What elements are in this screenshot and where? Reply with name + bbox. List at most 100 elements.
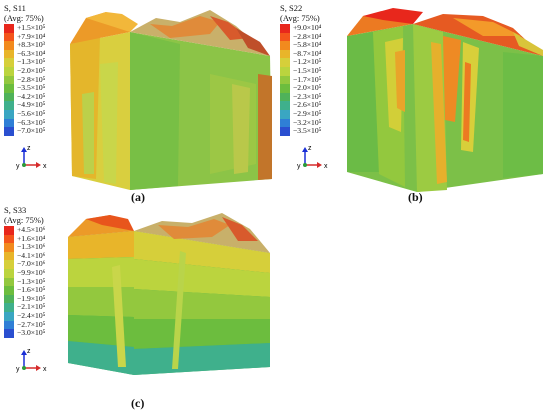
legend-value: −2.6×10⁵: [293, 100, 322, 110]
legend-variable: S, S33: [4, 205, 27, 215]
legend-value: −5.8×10⁴: [293, 40, 322, 50]
legend-row: −2.0×10⁵: [280, 84, 321, 93]
legend-value: −2.9×10⁵: [293, 108, 322, 118]
legend-swatch: [4, 303, 14, 312]
legend-value: −1.3×10⁶: [17, 242, 46, 252]
legend-value: +4.5×10⁶: [17, 225, 46, 234]
axis-label-z: z: [308, 145, 312, 152]
legend-value: −3.2×10⁵: [293, 117, 322, 127]
legend-value: −1.3×10⁵: [17, 276, 46, 286]
legend-rows: +4.5×10⁶ +1.6×10⁴ −1.3×10⁶ −4.1×10⁶ −7.0…: [4, 225, 46, 338]
legend-swatch: [280, 84, 290, 93]
legend-row: −1.3×10⁵: [4, 276, 46, 287]
legend-row: −2.9×10⁵: [280, 108, 322, 119]
legend-swatch: [280, 32, 290, 42]
axis-label-x: x: [43, 163, 47, 170]
axis-triad: z x y: [8, 346, 48, 376]
legend-row: +8.3×10³: [4, 41, 45, 50]
legend-value: −2.4×10⁵: [17, 310, 46, 320]
legend-swatch: [4, 329, 14, 338]
legend-swatch: [4, 251, 14, 261]
legend-swatch: [4, 243, 14, 252]
legend-row: −1.7×10⁵: [280, 74, 322, 85]
legend-swatch: [4, 58, 14, 67]
legend-row: +4.5×10⁶: [4, 225, 46, 235]
legend-value: +1.6×10⁴: [17, 233, 46, 243]
legend-value: −4.2×10⁵: [17, 91, 46, 101]
legend-row: −1.6×10⁵: [4, 286, 45, 295]
legend-value: −7.0×10⁵: [17, 126, 46, 136]
axis-label-x: x: [324, 163, 328, 170]
legend-value: −4.1×10⁶: [17, 250, 46, 260]
panel-a: S, S11 (Avg: 75%) +1.5×10⁵ +7.9×10⁴ +8.3…: [0, 0, 275, 205]
legend-value: +7.9×10⁴: [17, 31, 46, 41]
legend-swatch: [4, 286, 14, 295]
legend-value: −1.6×10⁵: [17, 285, 46, 295]
legend-value: −2.3×10⁵: [293, 91, 322, 101]
legend-value: +9.0×10⁴: [293, 23, 322, 32]
legend-averaging: (Avg: 75%): [280, 13, 320, 23]
axis-label-z: z: [27, 348, 31, 355]
legend-row: −1.5×10⁵: [280, 65, 322, 76]
legend-swatch: [4, 226, 14, 235]
caption-b: (b): [408, 190, 423, 204]
axis-triad: z x y: [8, 143, 48, 173]
legend-value: −1.5×10⁵: [293, 65, 322, 75]
legend-value: −5.6×10⁵: [17, 108, 46, 118]
legend-value: −2.7×10⁵: [17, 319, 46, 329]
legend-value: −6.3×10⁴: [17, 48, 46, 58]
legend-row: −3.2×10⁵: [280, 117, 322, 128]
legend-value: −1.3×10⁵: [17, 57, 46, 67]
legend-swatch: [280, 109, 290, 119]
legend-row: −3.0×10⁵: [4, 329, 45, 338]
s11-stress-contour-model: [70, 10, 272, 190]
legend-value: −2.0×10⁵: [17, 65, 46, 75]
legend-value: −8.7×10⁴: [293, 48, 322, 58]
legend-value: −9.9×10⁶: [17, 267, 46, 277]
legend-averaging: (Avg: 75%): [4, 13, 44, 23]
legend-row: −7.0×10⁶: [4, 260, 45, 269]
legend-row: −4.2×10⁵: [4, 91, 46, 102]
legend-row: −2.0×10⁵: [4, 65, 46, 76]
panel-b: S, S22 (Avg: 75%) +9.0×10⁴ −2.8×10⁴ −5.8…: [275, 0, 550, 205]
legend-value: −1.7×10⁵: [293, 74, 322, 84]
legend-swatch: [280, 49, 290, 59]
legend-row: −2.7×10⁵: [4, 319, 46, 330]
axis-label-z: z: [27, 145, 31, 152]
legend-b: S, S22 (Avg: 75%) +9.0×10⁴ −2.8×10⁴ −5.8…: [280, 3, 321, 136]
legend-row: −1.3×10⁵: [4, 58, 45, 67]
legend-swatch: [280, 127, 290, 136]
legend-swatch: [280, 58, 290, 67]
legend-value: +8.3×10³: [17, 40, 45, 50]
legend-swatch: [4, 320, 14, 330]
legend-value: −2.8×10⁵: [17, 74, 46, 84]
legend-swatch: [280, 24, 290, 33]
legend-swatch: [4, 109, 14, 119]
legend-row: −8.7×10⁴: [280, 48, 322, 59]
legend-row: −1.9×10⁵: [4, 294, 45, 304]
legend-swatch: [4, 75, 14, 85]
legend-variable: S, S11: [4, 3, 26, 13]
panel-c: S, S33 (Avg: 75%) +4.5×10⁶ +1.6×10⁴ −1.3…: [0, 205, 275, 411]
legend-value: −2.8×10⁴: [293, 31, 322, 41]
legend-variable: S, S22: [280, 3, 303, 13]
legend-row: −6.3×10⁵: [4, 118, 45, 128]
legend-swatch: [4, 127, 14, 136]
legend-row: −3.5×10⁵: [280, 127, 321, 136]
legend-value: −2.1×10⁵: [17, 302, 46, 312]
legend-row: +9.0×10⁴: [280, 23, 322, 33]
legend-value: −3.5×10⁵: [293, 126, 322, 136]
legend-a: S, S11 (Avg: 75%) +1.5×10⁵ +7.9×10⁴ +8.3…: [4, 3, 45, 136]
legend-row: +1.5×10⁵: [4, 23, 45, 33]
legend-swatch: [4, 101, 14, 110]
axis-triad: z x y: [289, 143, 329, 173]
legend-row: −9.9×10⁶: [4, 267, 46, 278]
legend-swatch: [4, 294, 14, 304]
legend-rows: +1.5×10⁵ +7.9×10⁴ +8.3×10³ −6.3×10⁴ −1.3…: [4, 23, 46, 136]
legend-row: −2.6×10⁵: [280, 101, 321, 110]
legend-swatch: [280, 92, 290, 102]
legend-rows: +9.0×10⁴ −2.8×10⁴ −5.8×10⁴ −8.7×10⁴ −1.2…: [280, 23, 322, 136]
legend-swatch: [4, 234, 14, 244]
legend-row: −1.3×10⁶: [4, 243, 45, 252]
legend-row: +7.9×10⁴: [4, 31, 46, 42]
